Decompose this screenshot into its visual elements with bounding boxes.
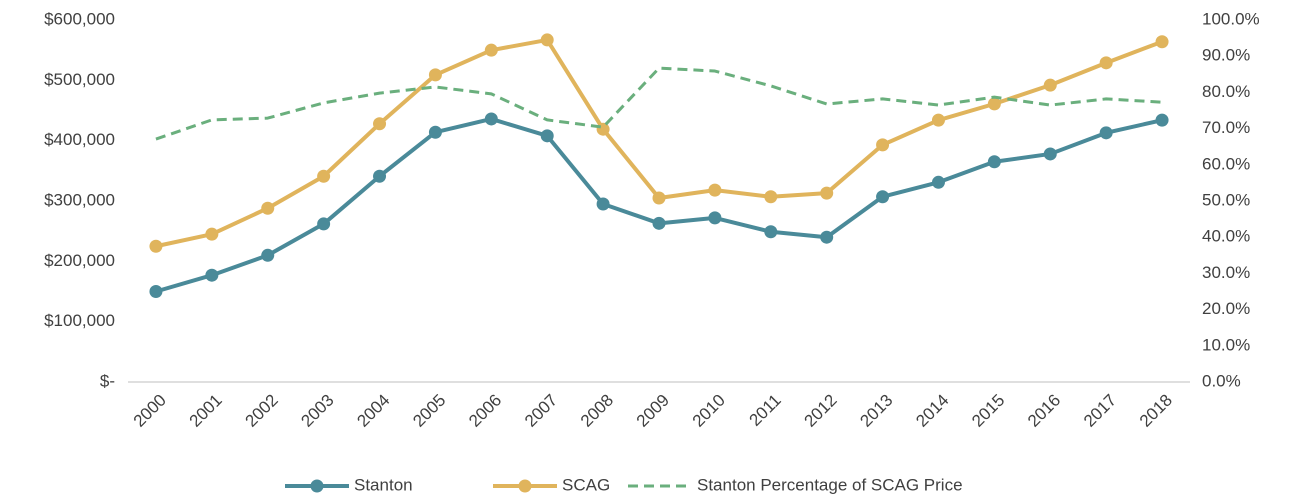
series-line [155, 37, 1163, 249]
series-marker [1155, 35, 1169, 49]
y-tick-label: $- [100, 371, 115, 390]
series-marker [708, 183, 722, 197]
y-tick-label: $600,000 [44, 9, 115, 28]
y2-tick-label: 90.0% [1202, 46, 1250, 65]
series-line [155, 116, 1163, 294]
legend-label: Stanton Percentage of SCAG Price [697, 475, 963, 494]
x-tick-label: 2018 [1136, 391, 1176, 431]
legend-label: Stanton [354, 475, 413, 494]
series-marker [876, 190, 890, 204]
x-tick-label: 2010 [689, 391, 729, 431]
series-marker [261, 201, 275, 215]
series-marker [149, 285, 163, 298]
y2-tick-label: 20.0% [1202, 299, 1250, 318]
series-marker [428, 125, 442, 139]
series-marker [987, 97, 1001, 111]
x-tick-label: 2005 [409, 391, 449, 431]
y-tick-label: $300,000 [44, 190, 115, 209]
series-marker [596, 122, 610, 136]
y2-tick-label: 10.0% [1202, 335, 1250, 354]
series-marker [205, 227, 219, 241]
series-marker [1099, 56, 1113, 70]
y-tick-label: $400,000 [44, 130, 115, 149]
series-marker [931, 175, 945, 189]
y2-tick-label: 30.0% [1202, 263, 1250, 282]
series-marker [1043, 78, 1057, 92]
series-marker [708, 211, 722, 225]
series-marker [540, 129, 554, 143]
legend-label: SCAG [562, 475, 610, 494]
series-marker [317, 169, 331, 183]
series-marker [540, 33, 554, 47]
y2-tick-label: 60.0% [1202, 154, 1250, 173]
y2-tick-label: 40.0% [1202, 227, 1250, 246]
series-marker [373, 169, 387, 183]
x-tick-label: 2013 [856, 391, 896, 431]
x-tick-label: 2017 [1080, 391, 1120, 431]
y-tick-label: $200,000 [44, 251, 115, 270]
y-tick-label: $500,000 [44, 70, 115, 89]
series-marker [428, 68, 442, 82]
x-tick-label: 2002 [242, 391, 282, 431]
series-marker [820, 186, 834, 200]
x-tick-label: 2004 [353, 391, 393, 431]
x-tick-label: 2014 [912, 391, 952, 431]
series-marker [764, 225, 778, 239]
x-tick-label: 2001 [186, 391, 226, 431]
x-tick-label: 2007 [521, 391, 561, 431]
x-tick-label: 2011 [746, 391, 785, 430]
x-tick-label: 2008 [577, 391, 617, 431]
series-marker [764, 190, 778, 204]
series-marker [1155, 113, 1169, 127]
series-marker [484, 112, 498, 126]
series-marker [484, 43, 498, 57]
series-marker [205, 268, 219, 282]
y-tick-label: $100,000 [44, 311, 115, 330]
series-marker [261, 248, 275, 262]
series-marker [652, 216, 666, 230]
x-tick-label: 2012 [801, 391, 841, 431]
series-marker [1043, 147, 1057, 161]
series-marker [876, 138, 890, 152]
series-marker [931, 113, 945, 127]
series-marker [596, 197, 610, 211]
legend-marker [310, 479, 324, 493]
x-tick-label: 2016 [1024, 391, 1064, 431]
series-marker [652, 191, 666, 205]
series-marker [149, 239, 163, 253]
series-marker [317, 217, 331, 231]
series-marker [373, 117, 387, 131]
series-marker [1099, 126, 1113, 140]
y2-tick-label: 100.0% [1202, 9, 1260, 28]
y2-tick-label: 70.0% [1202, 118, 1250, 137]
series-marker [987, 155, 1001, 169]
legend-marker [518, 479, 532, 493]
x-tick-label: 2003 [297, 391, 337, 431]
x-tick-label: 2015 [968, 391, 1008, 431]
x-tick-label: 2000 [130, 391, 170, 431]
series-line [155, 66, 1163, 141]
x-tick-label: 2009 [633, 391, 673, 431]
series-marker [820, 230, 834, 244]
x-tick-label: 2006 [465, 391, 505, 431]
y2-tick-label: 50.0% [1202, 190, 1250, 209]
y2-tick-label: 0.0% [1202, 371, 1241, 390]
y2-tick-label: 80.0% [1202, 82, 1250, 101]
